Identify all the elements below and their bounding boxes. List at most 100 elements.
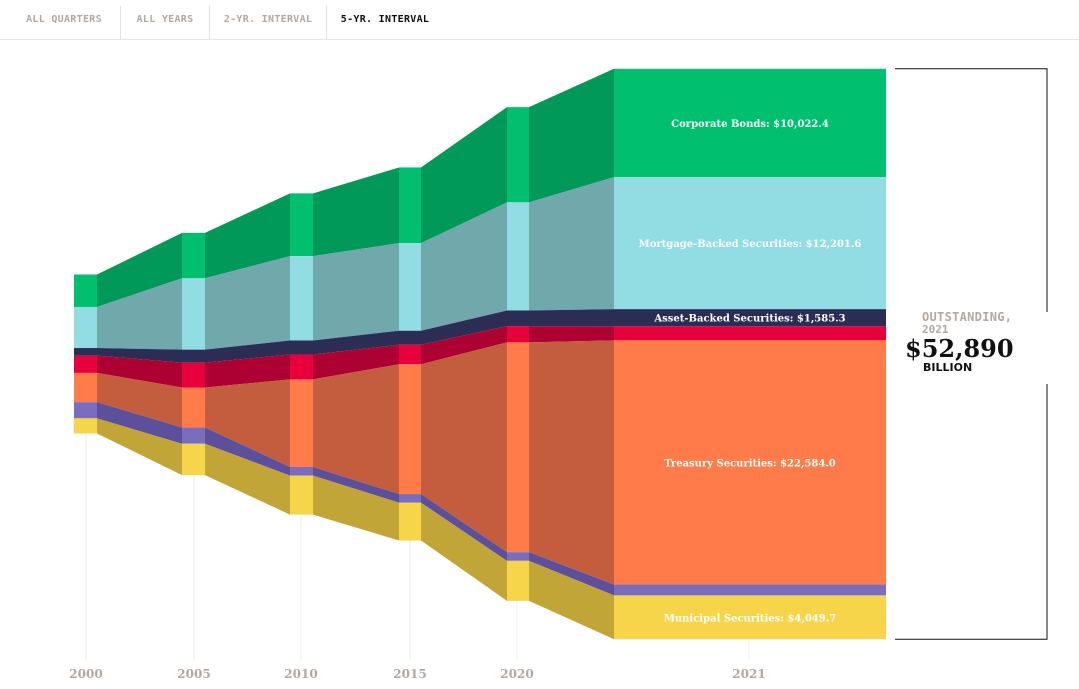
tab-all-years[interactable]: ALL YEARS	[136, 14, 194, 25]
bar-mbs-2021	[614, 177, 886, 310]
tab-divider	[209, 6, 210, 39]
bar-abs-2015	[399, 330, 421, 345]
bar-corporate-2005	[182, 232, 205, 279]
flow-mbs-2005	[205, 256, 290, 350]
bar-treasury-2005	[182, 387, 205, 428]
flow-money-2000	[97, 355, 182, 388]
total-label: OUTSTANDING,	[922, 310, 1013, 324]
bar-municipal-2021	[614, 595, 886, 640]
tab-all-quarters[interactable]: ALL QUARTERS	[26, 14, 102, 25]
flow-mbs-2010	[313, 243, 399, 341]
bar-abs-2005	[182, 349, 205, 363]
flow-municipal-2010	[313, 475, 399, 541]
flow-money-2010	[313, 344, 399, 380]
total-value: $52,890	[905, 334, 1014, 363]
year-label-2010: 2010	[284, 667, 317, 681]
bar-money-2020	[507, 326, 529, 343]
flow-municipal-2000	[97, 418, 182, 476]
bar-money-2005	[182, 362, 205, 388]
bar-municipal-2010	[290, 475, 313, 515]
flow-money-2005	[205, 354, 290, 388]
bar-treasury-2000	[74, 372, 97, 403]
bar-corporate-2015	[399, 167, 421, 244]
tab-divider	[120, 6, 121, 39]
flow-abs-2020	[529, 309, 614, 327]
segment-label-treasury: Treasury Securities: $22,584.0	[664, 458, 836, 469]
flow-agency-2000	[97, 402, 182, 444]
year-label-2015: 2015	[393, 667, 426, 681]
year-label-2021: 2021	[732, 667, 765, 681]
bar-agency-2020	[507, 552, 529, 561]
flow-mbs-2000	[97, 278, 182, 350]
flow-corporate-2000	[97, 232, 182, 307]
bar-treasury-2021	[614, 340, 886, 585]
segment-label-abs: Asset-Backed Securities: $1,585.3	[653, 314, 845, 325]
flow-municipal-2020	[529, 560, 614, 640]
bar-agency-2010	[290, 467, 313, 476]
bar-mbs-2000	[74, 306, 97, 349]
flow-agency-2010	[313, 467, 399, 503]
flow-municipal-2015	[421, 502, 507, 601]
tab-divider	[326, 6, 327, 39]
flow-money-2015	[421, 326, 507, 365]
flow-treasury-2000	[97, 372, 182, 428]
total-unit: BILLION	[923, 361, 973, 374]
bar-agency-2005	[182, 427, 205, 444]
flow-agency-2015	[421, 494, 507, 561]
segment-label-municipal: Municipal Securities: $4,049.7	[664, 613, 836, 624]
bar-money-2021	[614, 326, 886, 341]
bar-agency-2000	[74, 402, 97, 419]
flow-mbs-2020	[529, 177, 614, 311]
flow-agency-2005	[205, 427, 290, 476]
bar-mbs-2015	[399, 243, 421, 331]
flow-treasury-2020	[529, 340, 614, 585]
flow-treasury-2005	[205, 379, 290, 468]
flow-corporate-2020	[529, 68, 614, 203]
segment-label-mbs: Mortgage-Backed Securities: $12,201.6	[639, 239, 862, 250]
bar-abs-2021	[614, 309, 886, 327]
bar-money-2015	[399, 344, 421, 365]
flow-corporate-2005	[205, 193, 290, 279]
flow-treasury-2015	[421, 342, 507, 553]
year-label-2000: 2000	[69, 667, 102, 681]
bracket-gap	[1020, 312, 1060, 384]
bar-abs-2010	[290, 340, 313, 355]
bar-treasury-2020	[507, 342, 529, 553]
bar-agency-2021	[614, 584, 886, 596]
bar-mbs-2005	[182, 278, 205, 350]
flow-abs-2000	[97, 348, 182, 363]
bar-corporate-2020	[507, 107, 529, 203]
bar-mbs-2010	[290, 256, 313, 341]
bar-municipal-2020	[507, 560, 529, 601]
flow-abs-2015	[421, 310, 507, 345]
total-outstanding: OUTSTANDING, 2021 $52,890 BILLION	[905, 310, 1014, 374]
year-label-2005: 2005	[177, 667, 210, 681]
bar-corporate-2021	[614, 68, 886, 178]
year-label-2020: 2020	[500, 667, 533, 681]
tab-5-yr-interval[interactable]: 5-YR. INTERVAL	[340, 14, 430, 25]
bar-treasury-2015	[399, 364, 421, 495]
bar-corporate-2010	[290, 193, 313, 257]
bar-treasury-2010	[290, 379, 313, 468]
flow-corporate-2015	[421, 107, 507, 244]
bar-corporate-2000	[74, 274, 97, 307]
flow-mbs-2015	[421, 202, 507, 331]
bar-municipal-2015	[399, 502, 421, 541]
flow-money-2020	[529, 326, 614, 343]
flow-municipal-2005	[205, 443, 290, 515]
bar-money-2010	[290, 354, 313, 380]
segment-label-corporate: Corporate Bonds: $10,022.4	[671, 119, 829, 130]
flow-treasury-2010	[313, 364, 399, 495]
bar-abs-2020	[507, 310, 529, 327]
tab-2-yr-interval[interactable]: 2-YR. INTERVAL	[223, 14, 313, 25]
interval-tabs: ALL QUARTERS ALL YEARS 2-YR. INTERVAL 5-…	[0, 0, 1079, 40]
flow-corporate-2010	[313, 167, 399, 257]
flow-abs-2010	[313, 330, 399, 355]
bar-abs-2000	[74, 348, 97, 356]
total-year: 2021	[922, 323, 949, 336]
bar-agency-2015	[399, 494, 421, 503]
flow-abs-2005	[205, 340, 290, 363]
flow-agency-2020	[529, 552, 614, 596]
bar-money-2000	[74, 355, 97, 373]
